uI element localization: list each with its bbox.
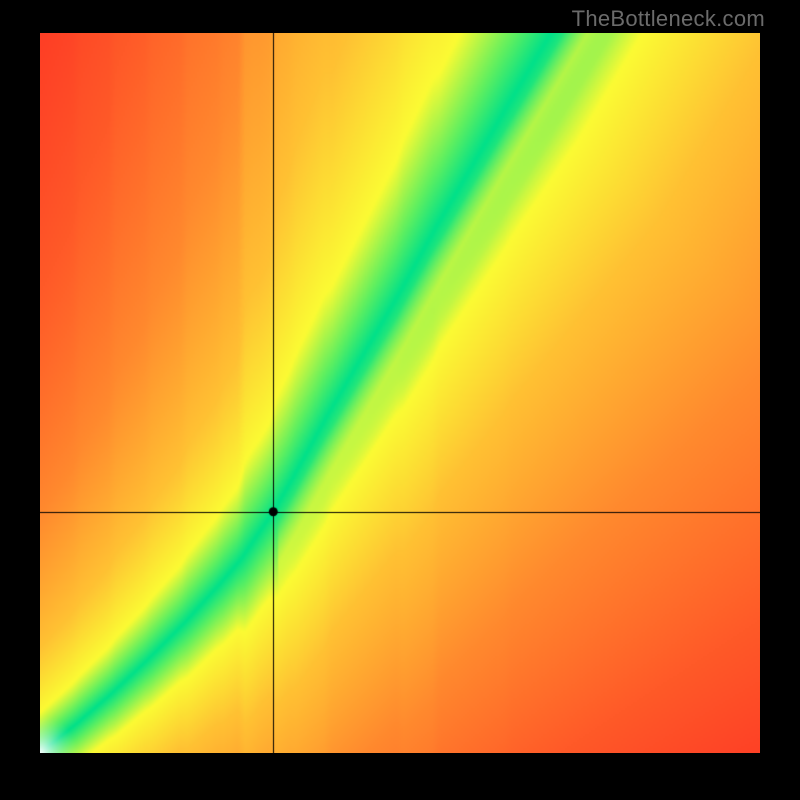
watermark-text: TheBottleneck.com — [572, 6, 765, 32]
heatmap-overlay — [40, 33, 760, 753]
heatmap-plot — [40, 33, 760, 753]
